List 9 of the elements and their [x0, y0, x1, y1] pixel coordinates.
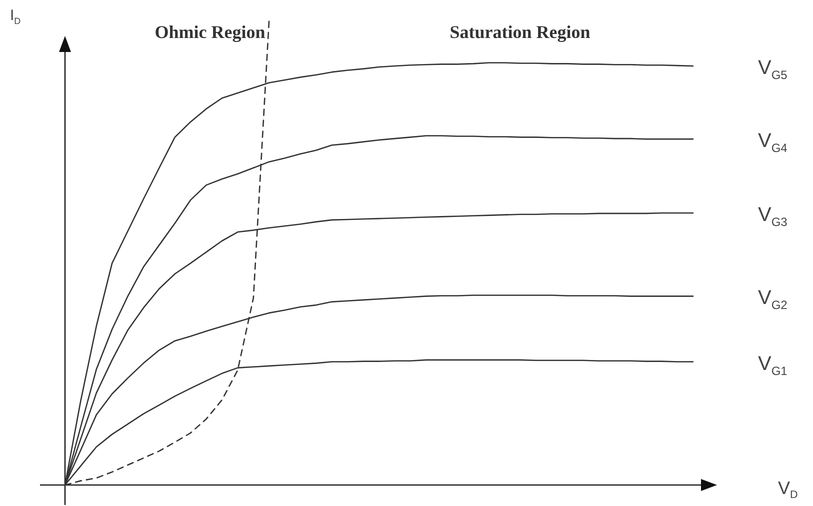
text: V$_{G5}$ [758, 57, 788, 82]
text: V$_{G2}$ [758, 287, 788, 312]
text: V$_{G1}$ [758, 352, 788, 378]
text: V$_{G4}$ [758, 130, 788, 155]
x-axis-title: V$_{D}$ [778, 478, 798, 502]
y-axis-title: I$_{D}$ [10, 7, 22, 26]
text: V$_{G3}$ [758, 204, 788, 229]
annotation: Saturation Region [450, 22, 590, 42]
annotation: Ohmic Region [154, 22, 266, 42]
